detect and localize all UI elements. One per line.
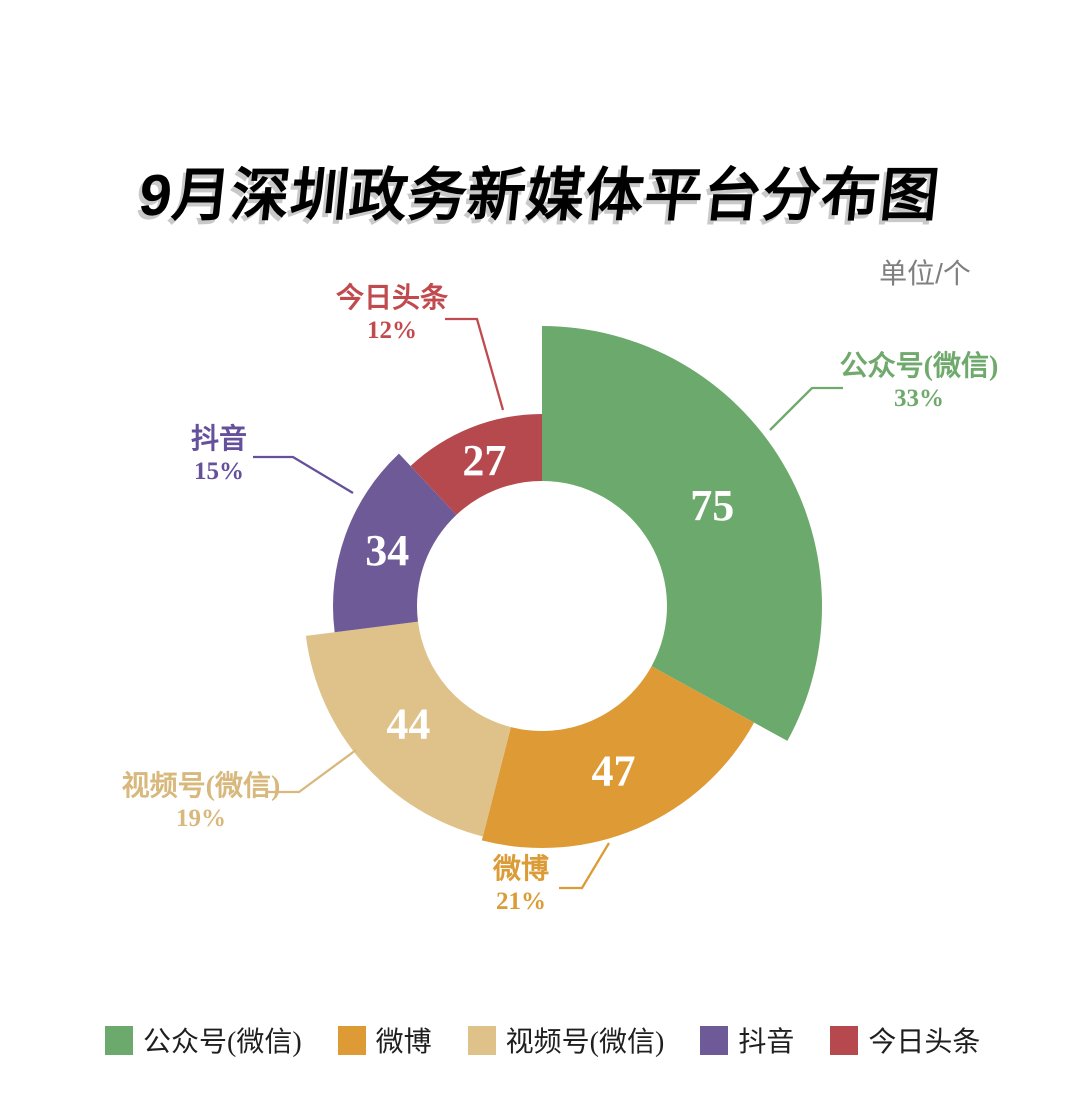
pie-slice-2 — [305, 621, 511, 837]
legend-item-weibo: 微博 — [337, 1020, 432, 1060]
pie-slice-3 — [333, 453, 457, 633]
callout-percent: 33% — [894, 385, 944, 413]
callout-toutiao: 今日头条 12% — [336, 282, 448, 347]
legend-item-gongzhonghao: 公众号(微信) — [105, 1020, 302, 1060]
legend-label: 公众号(微信) — [143, 1027, 302, 1058]
callout-percent: 19% — [176, 805, 226, 833]
slice-value-3: 34 — [365, 526, 409, 575]
legend-swatch-icon — [830, 1025, 859, 1055]
pie-slice-0 — [542, 326, 822, 741]
callout-label: 微博 — [492, 854, 550, 885]
legend-label: 今日头条 — [868, 1027, 981, 1058]
legend-swatch-icon — [467, 1025, 496, 1055]
callout-weibo: 微博 21% — [493, 853, 549, 918]
callout-label: 公众号(微信) — [839, 351, 999, 382]
legend-swatch-icon — [337, 1025, 366, 1055]
callout-percent: 12% — [366, 317, 417, 345]
legend-label: 视频号(微信) — [505, 1027, 665, 1058]
slice-value-2: 44 — [386, 699, 430, 748]
legend-swatch-icon — [105, 1025, 133, 1055]
slice-value-0: 75 — [690, 481, 734, 530]
callout-percent: 21% — [495, 888, 546, 916]
leader-line-1 — [559, 842, 610, 890]
leader-line-4 — [445, 317, 505, 411]
slice-value-1: 47 — [591, 747, 635, 796]
leader-line-2 — [268, 749, 357, 794]
legend-swatch-icon — [700, 1025, 729, 1055]
callout-shipinhao: 视频号(微信) 19% — [122, 770, 281, 835]
legend: 公众号(微信) 微博 视频号(微信) 抖音 今日头条 — [105, 1020, 980, 1060]
unit-note: 单位/个 — [879, 258, 971, 289]
legend-label: 抖音 — [738, 1027, 795, 1058]
callout-label: 今日头条 — [335, 283, 449, 314]
slice-value-4: 27 — [462, 436, 506, 485]
pie-slice-4 — [410, 414, 542, 515]
pie-slice-1 — [481, 666, 755, 848]
legend-item-douyin: 抖音 — [700, 1020, 794, 1060]
leader-line-0 — [769, 386, 843, 431]
callout-label: 抖音 — [190, 424, 248, 455]
callout-douyin: 抖音 15% — [191, 423, 247, 488]
legend-item-toutiao: 今日头条 — [830, 1020, 980, 1060]
leader-line-3 — [253, 455, 354, 494]
legend-item-shipinhao: 视频号(微信) — [467, 1020, 665, 1060]
callout-label: 视频号(微信) — [121, 771, 281, 802]
callout-percent: 15% — [193, 458, 244, 486]
legend-label: 微博 — [375, 1027, 432, 1058]
callout-gongzhonghao: 公众号(微信) 33% — [840, 350, 999, 415]
